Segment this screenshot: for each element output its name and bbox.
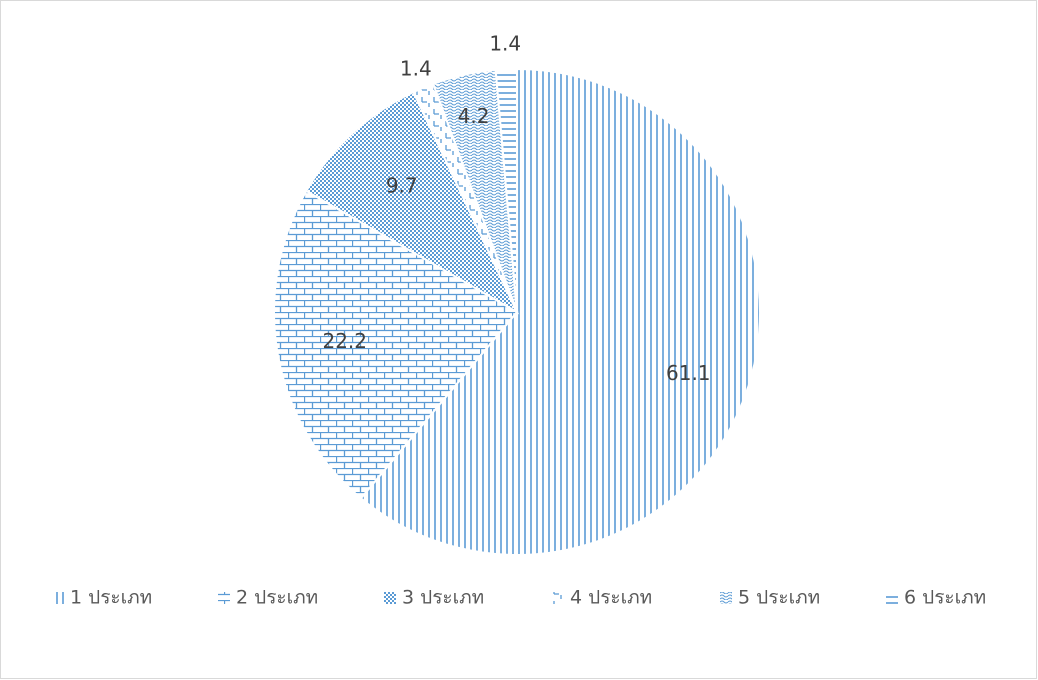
data-label: 61.1 [666,361,711,385]
legend-label: 6 ประเภท [904,587,986,609]
legend-label: 3 ประเภท [402,587,484,609]
legend-label: 5 ประเภท [738,587,820,609]
legend-marker [52,592,64,604]
data-label: 4.2 [458,104,490,128]
data-label: 22.2 [322,329,367,353]
pie-slice [494,67,518,313]
legend-label: 4 ประเภท [570,587,652,609]
legend-label: 1 ประเภท [70,587,152,609]
legend-marker [384,592,396,604]
legend-marker [720,592,732,604]
data-label: 1.4 [489,31,521,55]
legend-marker [218,592,230,604]
legend-marker [552,592,564,604]
legend-label: 2 ประเภท [236,587,318,609]
pie-slice [304,90,520,315]
pie-slice [273,189,519,500]
data-label: 1.4 [400,56,432,80]
legend-marker [886,592,898,604]
data-label: 9.7 [386,173,418,197]
pie-slice [359,67,761,556]
